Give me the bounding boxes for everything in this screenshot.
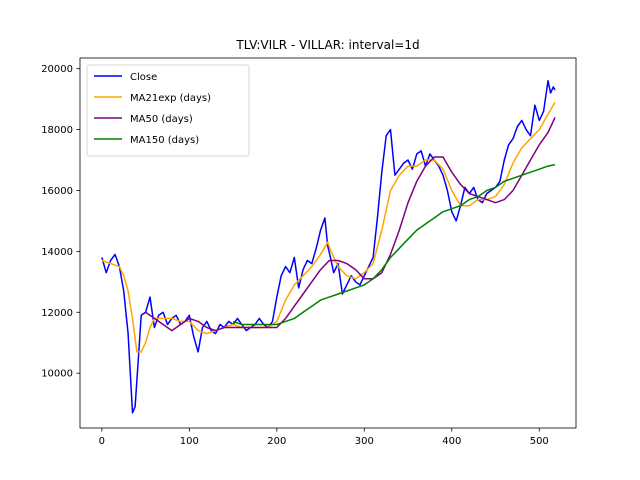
- series-line-1: [101, 101, 556, 353]
- legend-label-2: MA50 (days): [130, 114, 193, 125]
- series-line-3: [232, 163, 556, 326]
- y-tick-label-4: 18000: [41, 125, 73, 136]
- plot-lines: [101, 80, 556, 414]
- y-tick-label-0: 10000: [41, 369, 73, 380]
- x-tick-label-4: 400: [442, 436, 461, 447]
- series-line-0: [101, 80, 556, 414]
- x-tick-label-0: 0: [99, 436, 105, 447]
- y-tick-label-1: 12000: [41, 308, 73, 319]
- x-axis: 0 100 200 300 400 500: [99, 428, 549, 447]
- y-tick-label-3: 16000: [41, 186, 73, 197]
- legend: Close MA21exp (days) MA50 (days) MA150 (day…: [86, 64, 250, 157]
- plot-frame: [79, 57, 577, 429]
- x-tick-label-1: 100: [180, 436, 199, 447]
- y-tick-label-5: 20000: [41, 64, 73, 75]
- series-line-2: [145, 117, 556, 332]
- chart-title: TLV:VILR - VILLAR: interval=1d: [235, 38, 419, 52]
- legend-box: [86, 64, 250, 157]
- x-tick-label-2: 200: [267, 436, 286, 447]
- legend-label-1: MA21exp (days): [130, 93, 211, 104]
- legend-label-3: MA150 (days): [130, 135, 199, 146]
- y-tick-label-2: 14000: [41, 247, 73, 258]
- legend-label-0: Close: [130, 72, 157, 83]
- x-tick-label-3: 300: [355, 436, 374, 447]
- x-tick-label-5: 500: [530, 436, 549, 447]
- y-axis: 10000 12000 14000 16000 18000 20000: [41, 64, 80, 380]
